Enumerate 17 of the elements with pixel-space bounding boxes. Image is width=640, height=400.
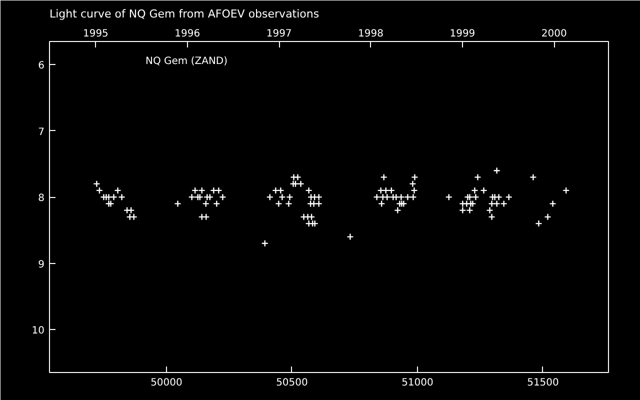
chart-title: Light curve of NQ Gem from AFOEV observations bbox=[50, 8, 320, 20]
x-tick-label: 51500 bbox=[527, 378, 559, 388]
x-tick-label: 50500 bbox=[276, 378, 308, 388]
x2-tick-label: 1997 bbox=[266, 28, 292, 40]
y-tick-label: 7 bbox=[38, 126, 45, 138]
annotation: NQ Gem (ZAND) bbox=[146, 56, 228, 67]
x-tick-label: 50000 bbox=[150, 378, 182, 388]
y-tick-label: 10 bbox=[32, 325, 45, 336]
y-tick-label: 9 bbox=[38, 259, 45, 270]
y-tick-label: 6 bbox=[38, 60, 45, 72]
x2-tick-label: 1995 bbox=[82, 28, 108, 40]
x2-tick-label: 1996 bbox=[174, 28, 200, 40]
y-tick-label: 8 bbox=[38, 193, 45, 204]
x2-tick-label: 1999 bbox=[450, 28, 476, 40]
x-tick-label: 51000 bbox=[402, 378, 434, 388]
x2-tick-label: 2000 bbox=[541, 28, 567, 40]
x2-tick-label: 1998 bbox=[358, 28, 384, 40]
